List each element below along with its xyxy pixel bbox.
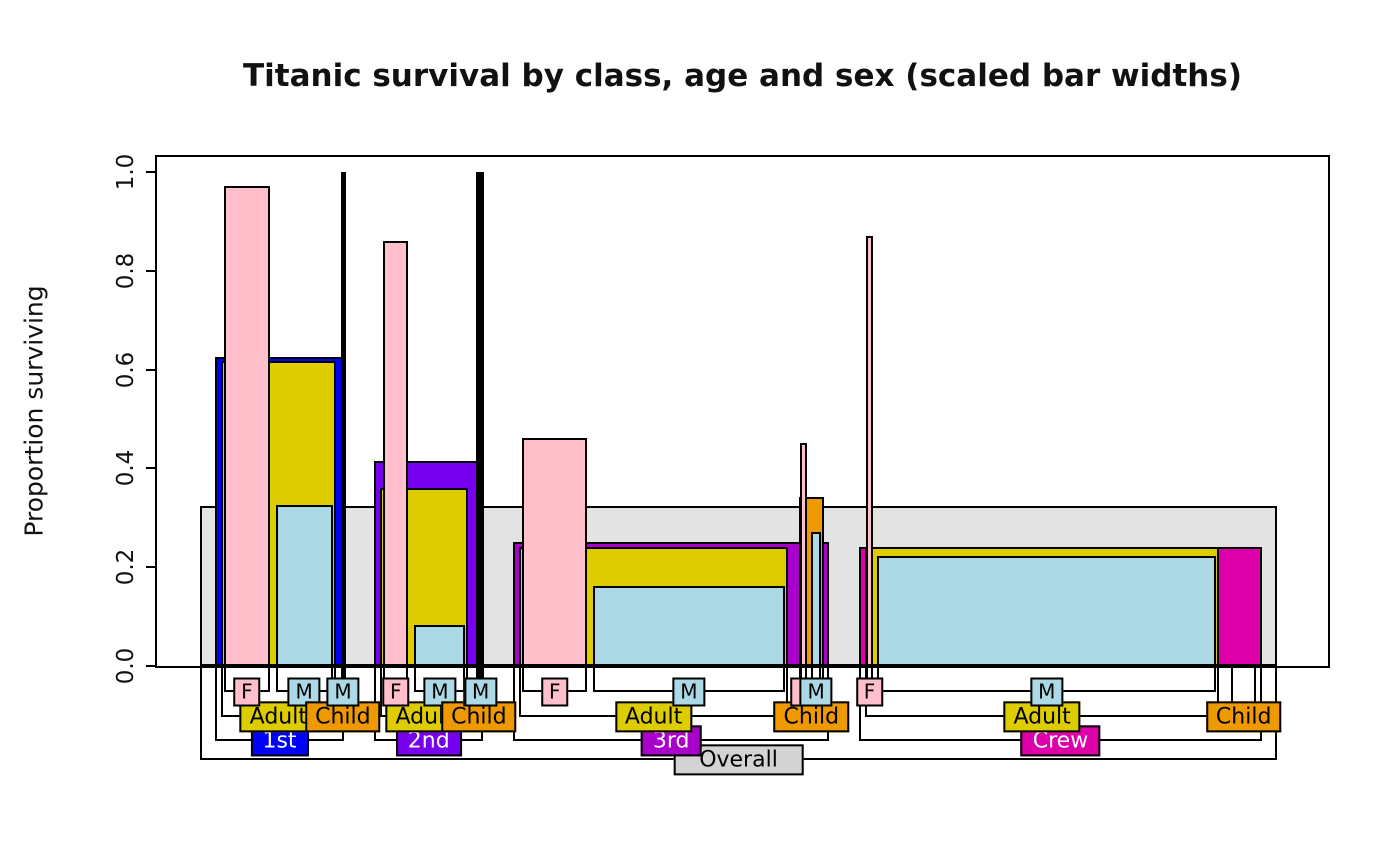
y-tick-mark: [146, 368, 155, 371]
group-label-overall-3rd-adult: Adult: [614, 701, 693, 733]
y-tick-mark: [146, 269, 155, 272]
bar-overall-3rd-adult-m: [593, 585, 785, 666]
group-label-overall-3rd-adult-m: M: [672, 677, 706, 707]
group-label-overall-2nd-child-m: M: [463, 677, 498, 707]
bar-overall-3rd-child-f: [800, 442, 808, 666]
group-label-overall-1st-child-m: M: [326, 677, 360, 707]
group-label-overall-2nd-adult-f: F: [381, 677, 410, 707]
group-label-overall-2nd-adult-m: M: [423, 677, 457, 707]
bar-overall-1st-adult-m: [275, 504, 333, 666]
y-tick-label: 1.0: [113, 153, 139, 191]
bar-overall-1st-adult-f: [224, 185, 270, 666]
group-label-overall: Overall: [673, 744, 804, 776]
y-tick-label: 0.0: [113, 647, 139, 685]
bar-overall-3rd-adult-f: [522, 438, 588, 666]
y-axis-label: Proportion surviving: [19, 285, 49, 537]
y-tick-mark: [146, 467, 155, 470]
group-label-overall-3rd-child-m: M: [799, 677, 833, 707]
plot-area: [155, 155, 1330, 668]
group-label-overall-1st-child: Child: [305, 701, 381, 733]
bar-overall-crew-adult-f: [866, 236, 873, 666]
bar-overall-crew-adult-m: [877, 555, 1217, 666]
group-label-overall-crew-child: Child: [1205, 701, 1282, 733]
group-label-overall-crew-adult-m: M: [1030, 677, 1064, 707]
y-tick-mark: [146, 566, 155, 569]
group-label-overall-crew-adult: Adult: [1003, 701, 1081, 733]
group-label-overall-3rd-adult-f: F: [541, 677, 569, 707]
bar-overall-3rd-child-m: [810, 532, 822, 666]
group-label-overall-1st-adult-m: M: [287, 677, 321, 707]
group-label-overall-1st-adult-f: F: [233, 677, 261, 707]
group-label-overall-crew-adult-f: F: [855, 677, 884, 707]
y-tick-label: 0.8: [113, 252, 139, 290]
group-label-overall-2nd-child: Child: [441, 701, 517, 733]
bar-overall-2nd-child-m: [479, 172, 484, 666]
chart-title: Titanic survival by class, age and sex (…: [242, 58, 1242, 94]
group-label-overall-1st-adult: Adult: [239, 701, 317, 733]
y-tick-mark: [146, 665, 155, 667]
y-tick-label: 0.6: [113, 351, 139, 388]
bar-overall-2nd-child-f: [476, 172, 481, 666]
y-tick-label: 0.2: [113, 548, 139, 586]
bar-overall-2nd-adult-m: [414, 624, 466, 666]
bar-overall-1st-child-m: [342, 172, 346, 666]
y-tick-mark: [146, 171, 155, 173]
bar-overall-2nd-adult-f: [383, 241, 409, 666]
y-tick-label: 0.4: [113, 450, 139, 487]
